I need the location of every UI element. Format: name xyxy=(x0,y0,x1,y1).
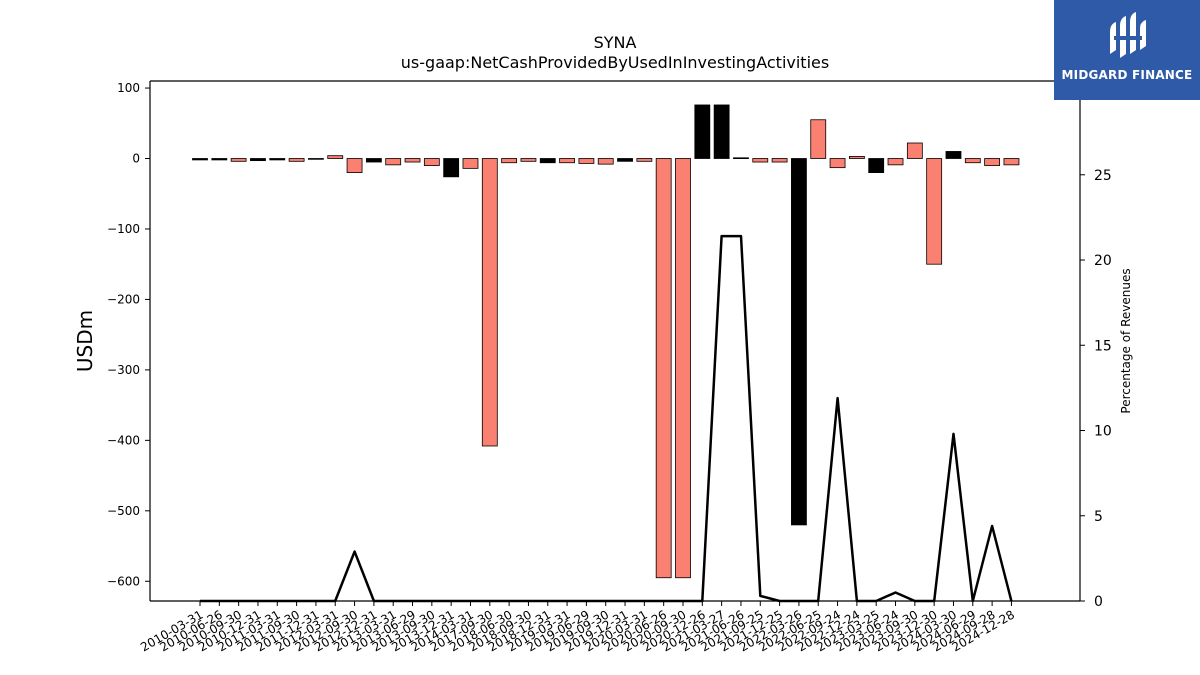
y2-tick-label: 10 xyxy=(1094,424,1112,440)
bar xyxy=(288,158,305,162)
y-tick-label: −100 xyxy=(107,222,140,236)
bar xyxy=(617,158,633,162)
bar xyxy=(443,158,460,178)
bar xyxy=(365,158,382,163)
bar xyxy=(848,155,865,159)
y-axis-label: USDm xyxy=(73,310,97,372)
logo: MIDGARD FINANCE xyxy=(1054,0,1200,100)
bar xyxy=(250,158,266,162)
bar xyxy=(269,158,286,161)
bar xyxy=(211,158,228,161)
bar xyxy=(385,158,402,166)
bar xyxy=(462,158,479,169)
y-tick-label: −500 xyxy=(107,504,140,518)
bar xyxy=(733,157,749,160)
bar xyxy=(308,158,324,160)
bar xyxy=(230,158,247,162)
bar xyxy=(481,158,498,447)
bar xyxy=(675,158,691,579)
y2-tick-label: 5 xyxy=(1094,509,1103,525)
bar xyxy=(192,158,208,161)
y2-tick-label: 0 xyxy=(1094,594,1103,610)
percent-of-revenues-line xyxy=(200,234,1013,603)
bar xyxy=(771,158,788,163)
y-tick-label: −300 xyxy=(107,363,140,377)
bar xyxy=(926,158,943,265)
bar xyxy=(945,151,962,159)
y2-tick-label: 20 xyxy=(1094,253,1112,269)
bar xyxy=(887,158,904,166)
bar xyxy=(578,158,595,164)
bar xyxy=(501,158,518,164)
bar xyxy=(829,158,846,169)
line-group xyxy=(200,234,1013,603)
chart-subtitle: us-gaap:NetCashProvidedByUsedInInvesting… xyxy=(401,53,829,72)
y2-tick-label: 25 xyxy=(1094,168,1112,184)
y2-axis-label: Percentage of Revenues xyxy=(1119,268,1133,413)
bar xyxy=(655,158,672,579)
midgard-logo-icon xyxy=(1110,12,1146,58)
bar xyxy=(636,158,653,162)
bar xyxy=(1003,158,1020,166)
bar xyxy=(791,158,807,526)
bar xyxy=(906,142,923,159)
bar xyxy=(810,119,827,159)
y2-tick-label: 15 xyxy=(1094,338,1112,354)
chart-title: SYNA xyxy=(594,33,637,52)
bar xyxy=(346,158,363,173)
bar xyxy=(520,158,537,162)
bar xyxy=(404,158,421,163)
bar xyxy=(559,158,575,164)
bar xyxy=(984,158,1001,166)
logo-text: MIDGARD FINANCE xyxy=(1061,68,1193,82)
bar xyxy=(539,158,556,164)
y-tick-label: −200 xyxy=(107,292,140,306)
bar xyxy=(713,104,730,159)
y-tick-label: −400 xyxy=(107,433,140,447)
bar xyxy=(964,158,981,164)
bar xyxy=(327,155,344,159)
bars-group xyxy=(192,104,1020,579)
y-tick-label: −600 xyxy=(107,574,140,588)
bar xyxy=(597,158,614,165)
bar xyxy=(423,158,440,166)
y-tick-label: 100 xyxy=(117,81,140,95)
bar xyxy=(752,158,769,163)
bar xyxy=(694,104,711,159)
axes-group: 1000−100−200−300−400−500−600051015202530… xyxy=(107,80,1112,654)
bar xyxy=(868,158,885,173)
y-tick-label: 0 xyxy=(132,152,140,166)
